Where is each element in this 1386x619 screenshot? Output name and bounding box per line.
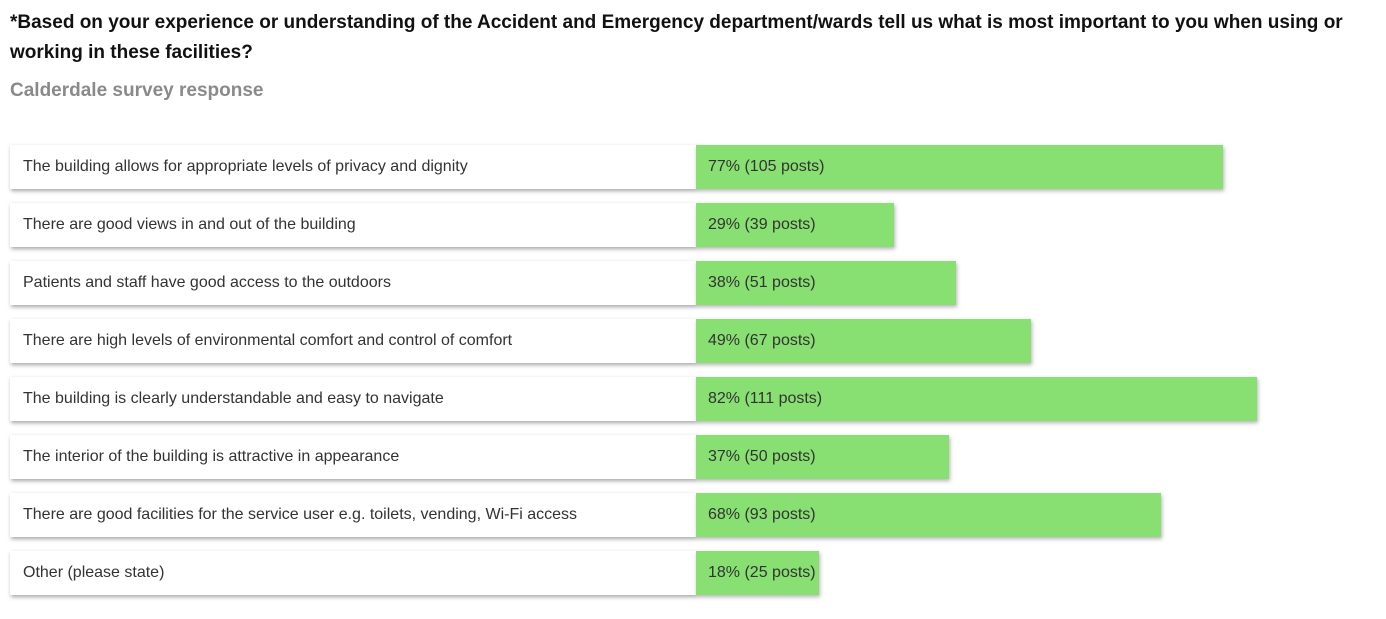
value-label: 29% (39 posts) — [708, 216, 816, 233]
bar — [696, 203, 895, 247]
category-label: There are high levels of environmental c… — [23, 332, 513, 349]
bar — [696, 319, 1032, 363]
category-label: There are good views in and out of the b… — [23, 216, 356, 233]
bar — [696, 493, 1162, 537]
bar — [696, 435, 950, 479]
value-label: 49% (67 posts) — [708, 332, 816, 349]
chart-subtitle: Calderdale survey response — [10, 80, 264, 101]
category-label: The building is clearly understandable a… — [23, 390, 444, 407]
label-box: Patients and staff have good access to t… — [10, 261, 696, 305]
value-label: 38% (51 posts) — [708, 274, 816, 291]
bar — [696, 261, 956, 305]
label-box: The interior of the building is attracti… — [10, 435, 696, 479]
bar — [696, 145, 1223, 189]
value-label: 18% (25 posts) — [708, 564, 816, 581]
bar — [696, 551, 820, 595]
chart-title: *Based on your experience or understandi… — [10, 12, 1343, 63]
label-box: There are good views in and out of the b… — [10, 203, 696, 247]
label-box: There are high levels of environmental c… — [10, 319, 696, 363]
value-label: 37% (50 posts) — [708, 448, 816, 465]
value-label: 68% (93 posts) — [708, 506, 816, 523]
category-label: The building allows for appropriate leve… — [23, 158, 468, 175]
label-box: There are good facilities for the servic… — [10, 493, 696, 537]
value-label: 77% (105 posts) — [708, 158, 825, 175]
label-box: Other (please state) — [10, 551, 696, 595]
category-label: Other (please state) — [23, 564, 165, 581]
value-label: 82% (111 posts) — [708, 390, 823, 407]
category-label: The interior of the building is attracti… — [23, 448, 400, 465]
category-label: Patients and staff have good access to t… — [23, 274, 391, 291]
label-box: The building allows for appropriate leve… — [10, 145, 696, 189]
bar — [696, 377, 1257, 421]
category-label: There are good facilities for the servic… — [23, 506, 578, 523]
label-box: The building is clearly understandable a… — [10, 377, 696, 421]
